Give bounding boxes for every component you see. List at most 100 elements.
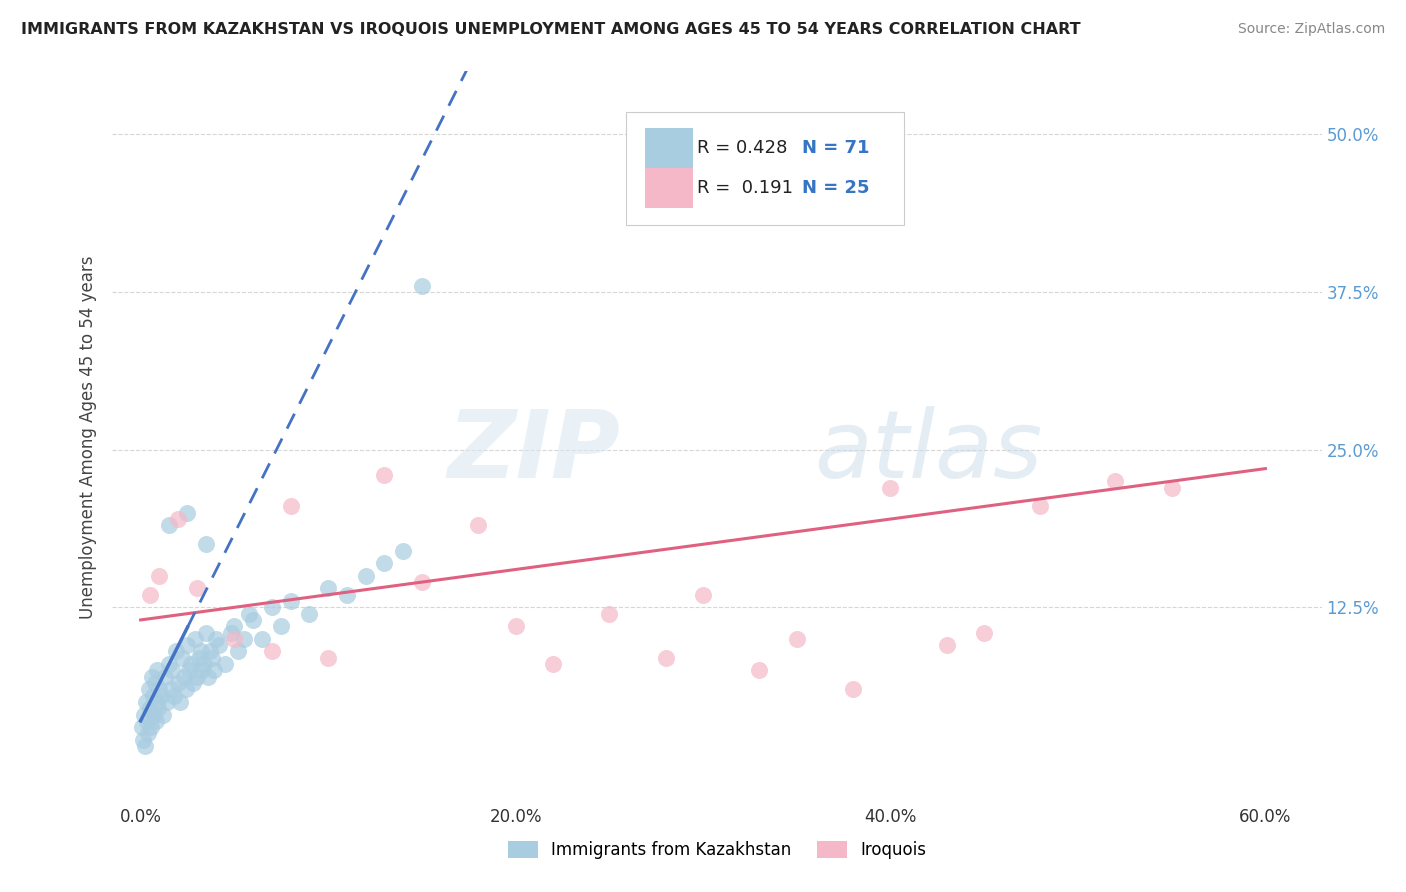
Point bbox=[748, 664, 770, 678]
Text: atlas: atlas bbox=[814, 406, 1042, 497]
Point bbox=[198, 644, 221, 658]
Point bbox=[373, 467, 395, 482]
Point bbox=[252, 632, 274, 646]
Point bbox=[141, 670, 163, 684]
Point bbox=[152, 707, 174, 722]
Y-axis label: Unemployment Among Ages 45 to 54 years: Unemployment Among Ages 45 to 54 years bbox=[79, 255, 97, 619]
Point bbox=[139, 588, 162, 602]
Point bbox=[134, 707, 156, 722]
Point bbox=[132, 732, 155, 747]
Point bbox=[598, 607, 620, 621]
Point bbox=[191, 664, 214, 678]
Point bbox=[786, 632, 808, 646]
Point bbox=[134, 739, 156, 753]
Point bbox=[176, 638, 198, 652]
Point bbox=[167, 512, 190, 526]
Point bbox=[204, 632, 226, 646]
Point bbox=[176, 506, 198, 520]
Point bbox=[208, 638, 231, 652]
Point bbox=[150, 689, 173, 703]
Point bbox=[280, 594, 302, 608]
Point bbox=[224, 632, 246, 646]
Point bbox=[467, 518, 489, 533]
Point bbox=[260, 600, 283, 615]
Point bbox=[146, 664, 169, 678]
Point bbox=[195, 537, 218, 551]
Point bbox=[280, 500, 302, 514]
Point bbox=[190, 644, 212, 658]
Point bbox=[411, 575, 433, 590]
Point bbox=[165, 644, 187, 658]
Point bbox=[195, 625, 218, 640]
Point bbox=[135, 695, 157, 709]
Point bbox=[392, 543, 415, 558]
Point bbox=[541, 657, 564, 671]
Point bbox=[202, 664, 225, 678]
Point bbox=[654, 650, 676, 665]
Text: Source: ZipAtlas.com: Source: ZipAtlas.com bbox=[1237, 22, 1385, 37]
Point bbox=[181, 676, 204, 690]
Point bbox=[232, 632, 254, 646]
FancyBboxPatch shape bbox=[644, 168, 693, 208]
Point bbox=[224, 619, 246, 633]
Text: R = 0.428: R = 0.428 bbox=[696, 139, 787, 157]
Point bbox=[193, 657, 215, 671]
Point bbox=[316, 650, 339, 665]
Point bbox=[142, 689, 165, 703]
Point bbox=[935, 638, 957, 652]
Point bbox=[201, 650, 224, 665]
Text: R =  0.191: R = 0.191 bbox=[696, 178, 793, 196]
Point bbox=[298, 607, 321, 621]
Point bbox=[505, 619, 527, 633]
Point bbox=[1104, 474, 1126, 488]
Point bbox=[1160, 481, 1182, 495]
Point bbox=[354, 569, 377, 583]
Point bbox=[692, 588, 714, 602]
Point bbox=[226, 644, 249, 658]
Point bbox=[186, 582, 208, 596]
Point bbox=[879, 481, 901, 495]
Point bbox=[260, 644, 283, 658]
Point bbox=[238, 607, 260, 621]
Point bbox=[148, 569, 170, 583]
Point bbox=[242, 613, 264, 627]
FancyBboxPatch shape bbox=[626, 112, 904, 225]
Text: ZIP: ZIP bbox=[447, 406, 620, 498]
Point bbox=[157, 657, 180, 671]
Point bbox=[159, 682, 181, 697]
Point bbox=[139, 720, 162, 734]
Point bbox=[157, 518, 180, 533]
Point bbox=[139, 701, 162, 715]
Point bbox=[167, 676, 190, 690]
Point bbox=[153, 670, 176, 684]
Point bbox=[973, 625, 995, 640]
Point bbox=[131, 720, 153, 734]
Point bbox=[316, 582, 339, 596]
Text: N = 25: N = 25 bbox=[801, 178, 869, 196]
Point bbox=[373, 556, 395, 570]
Point bbox=[169, 695, 191, 709]
Point bbox=[186, 670, 208, 684]
Point bbox=[197, 670, 219, 684]
Point bbox=[842, 682, 865, 697]
Point bbox=[148, 701, 170, 715]
Point bbox=[162, 664, 184, 678]
Point bbox=[136, 714, 159, 728]
Text: N = 71: N = 71 bbox=[801, 139, 869, 157]
Point bbox=[145, 714, 167, 728]
Point bbox=[187, 650, 209, 665]
Point bbox=[156, 695, 179, 709]
Point bbox=[179, 664, 201, 678]
Point bbox=[219, 625, 242, 640]
Point bbox=[336, 588, 359, 602]
Point bbox=[411, 278, 433, 293]
Point bbox=[184, 632, 207, 646]
Text: IMMIGRANTS FROM KAZAKHSTAN VS IROQUOIS UNEMPLOYMENT AMONG AGES 45 TO 54 YEARS CO: IMMIGRANTS FROM KAZAKHSTAN VS IROQUOIS U… bbox=[21, 22, 1081, 37]
Point bbox=[170, 650, 193, 665]
Point bbox=[136, 726, 159, 740]
Point bbox=[174, 682, 197, 697]
FancyBboxPatch shape bbox=[644, 128, 693, 169]
Legend: Immigrants from Kazakhstan, Iroquois: Immigrants from Kazakhstan, Iroquois bbox=[499, 833, 935, 868]
Point bbox=[148, 682, 170, 697]
Point bbox=[138, 682, 160, 697]
